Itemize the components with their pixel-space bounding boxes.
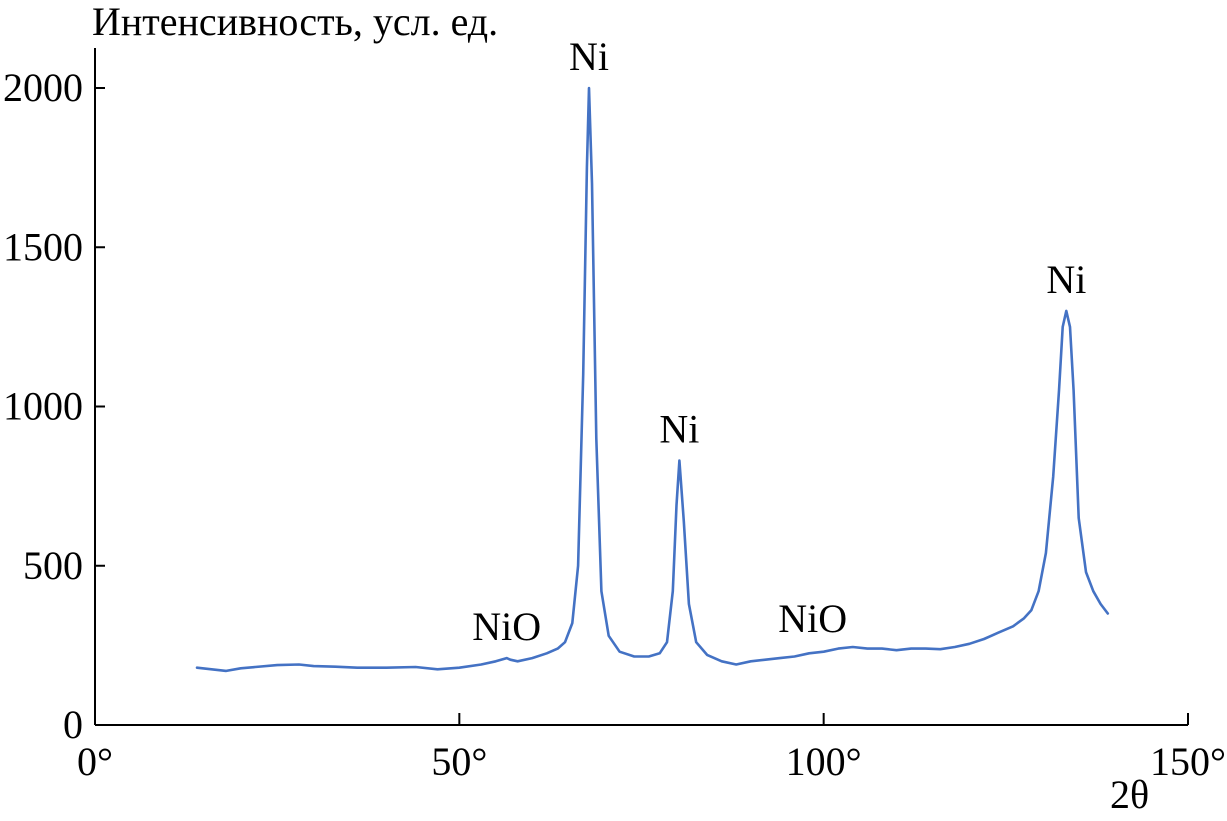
y-tick-label: 500	[23, 543, 83, 588]
x-tick-label: 100°	[786, 739, 862, 784]
x-tick-label: 50°	[431, 739, 487, 784]
peak-label: NiO	[472, 604, 541, 649]
peak-label: NiO	[778, 596, 847, 641]
y-tick-label: 1000	[3, 384, 83, 429]
peak-label: Ni	[1046, 257, 1086, 302]
y-tick-label: 2000	[3, 65, 83, 110]
peak-label: Ni	[569, 34, 609, 79]
intensity-line	[195, 86, 1110, 673]
x-axis-title: 2θ	[1110, 772, 1149, 817]
y-tick-label: 1500	[3, 224, 83, 269]
y-tick-label: 0	[63, 702, 83, 747]
x-tick-label: 0°	[77, 739, 113, 784]
y-axis-title: Интенсивность, усл. ед.	[92, 0, 498, 44]
x-tick-label: 150°	[1150, 739, 1226, 784]
peak-label: Ni	[659, 407, 699, 452]
